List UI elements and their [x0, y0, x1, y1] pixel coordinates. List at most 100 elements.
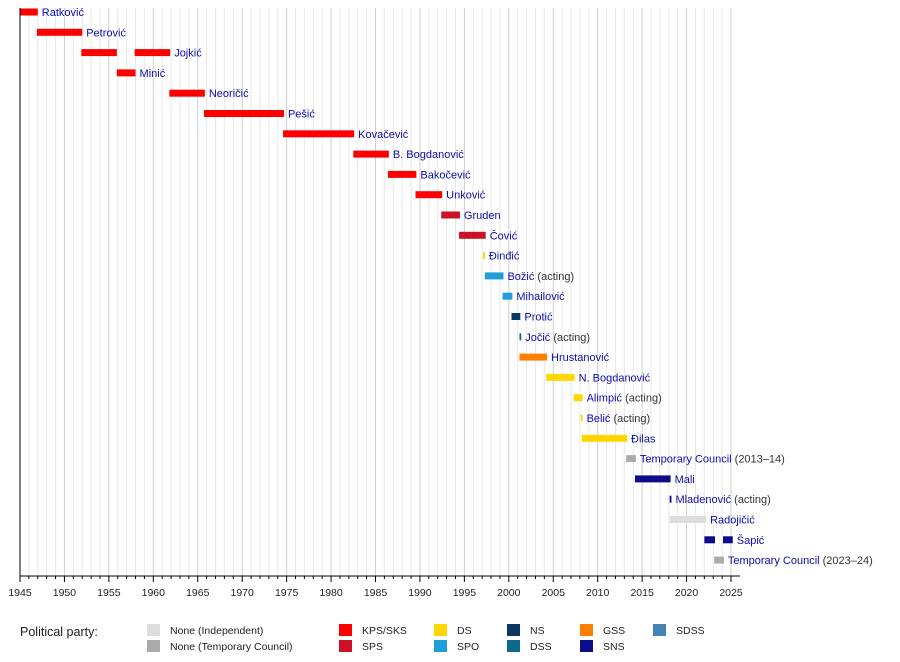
legend-swatch [147, 624, 160, 636]
row-label: Alimpić (acting) [587, 393, 662, 405]
legend-swatch [339, 624, 352, 636]
mayor-name: Temporary Council [640, 454, 732, 466]
tick-label: 2005 [542, 587, 566, 599]
row-label: Bakočević [420, 169, 471, 181]
row-label: Čović [490, 229, 518, 242]
row-label: Mali [675, 474, 695, 486]
term-bar [511, 313, 521, 320]
legend-swatch [580, 640, 593, 652]
term-bar [441, 211, 460, 219]
tick-label: 2025 [719, 587, 743, 599]
mayor-name: B. Bogdanović [393, 149, 464, 161]
legend-label: SPS [362, 641, 383, 653]
mayor-name: Čović [490, 229, 518, 242]
mayor-note: (2013–14) [732, 454, 785, 466]
mayor-name: Unković [446, 190, 486, 202]
legend-label: DSS [530, 641, 552, 653]
tick-label: 1955 [97, 587, 121, 599]
legend-swatch [434, 640, 447, 652]
tick-label: 1950 [53, 587, 77, 599]
term-bar [502, 292, 513, 300]
term-bar [415, 191, 443, 199]
term-bar [635, 475, 671, 483]
row-label: Temporary Council (2013–14) [640, 454, 785, 466]
term-bar [573, 394, 583, 402]
legend-label: KPS/SKS [362, 625, 407, 637]
term-bar [116, 69, 136, 77]
term-bar [387, 170, 417, 178]
term-bars [20, 8, 733, 564]
legend-label: None (Temporary Council) [170, 641, 293, 653]
row-label: Gruden [464, 210, 501, 222]
mayor-name: Kovačević [358, 129, 409, 141]
mayor-name: Šapić [737, 534, 765, 547]
row-label: Radojičić [710, 515, 755, 527]
tick-label: 1995 [453, 587, 477, 599]
mayor-name: N. Bogdanović [579, 372, 651, 384]
mayor-name: Đilas [631, 433, 656, 445]
term-bar [546, 373, 575, 381]
term-bar [704, 536, 716, 544]
mayor-name: Petrović [86, 27, 126, 39]
mayor-name: Minić [140, 68, 166, 80]
legend-label: None (Independent) [170, 625, 263, 637]
mayor-name: Đinđić [489, 251, 520, 263]
mayor-name: Ratković [42, 7, 85, 19]
mayor-name: Mladenović [675, 494, 731, 506]
term-bar [519, 333, 522, 341]
legend-label: SNS [603, 641, 625, 653]
legend-swatch [147, 640, 160, 652]
mayor-note: (acting) [610, 413, 650, 425]
legend-swatch [434, 624, 447, 636]
tick-label: 2020 [675, 587, 699, 599]
term-bar [519, 353, 548, 361]
grid-lines [28, 8, 732, 576]
mayor-name: Temporary Council [728, 555, 820, 567]
term-bar [20, 8, 38, 16]
mayor-name: Hrustanović [551, 352, 610, 364]
term-bar [36, 28, 83, 36]
term-bar [626, 455, 636, 463]
mayor-note: (2023–24) [820, 555, 873, 567]
legend-swatch [339, 640, 352, 652]
row-label: Temporary Council (2023–24) [728, 555, 873, 567]
term-bar [669, 516, 707, 523]
mayor-note: (acting) [622, 393, 662, 405]
term-bar [203, 110, 284, 117]
mayor-name: Jočić [525, 332, 551, 344]
term-bar [669, 495, 672, 503]
term-bar [714, 556, 724, 564]
tick-label: 2000 [497, 587, 521, 599]
legend-label: SPO [457, 641, 479, 653]
row-label: Kovačević [358, 129, 409, 141]
row-label: Petrović [86, 27, 126, 39]
legend-title: Political party: [20, 625, 98, 639]
mayor-name: Protić [524, 312, 553, 324]
row-label: Mihailović [516, 291, 565, 303]
term-bar [134, 49, 171, 57]
row-label: Šapić [737, 534, 765, 547]
row-label: Đilas [631, 433, 656, 445]
tick-label: 1970 [231, 587, 255, 599]
term-bar [169, 89, 205, 97]
tick-label: 1980 [319, 587, 343, 599]
row-label: Ratković [42, 7, 85, 19]
term-bar [723, 536, 733, 544]
legend-label: SDSS [676, 625, 705, 637]
row-label: Neoričić [209, 88, 249, 100]
tick-label: 1945 [8, 587, 32, 599]
row-label: Belić (acting) [587, 413, 651, 425]
term-bar [483, 252, 485, 260]
tick-label: 2010 [586, 587, 610, 599]
term-bar [353, 150, 389, 158]
mayor-name: Radojičić [710, 515, 755, 527]
legend-swatch [653, 624, 666, 636]
legend-label: DS [457, 625, 472, 637]
term-bar [581, 434, 628, 442]
mayor-note: (acting) [731, 494, 771, 506]
row-label: Unković [446, 190, 486, 202]
row-label: Mladenović (acting) [675, 494, 770, 506]
mayor-note: (acting) [534, 271, 574, 283]
mayor-name: Božić [507, 271, 534, 283]
